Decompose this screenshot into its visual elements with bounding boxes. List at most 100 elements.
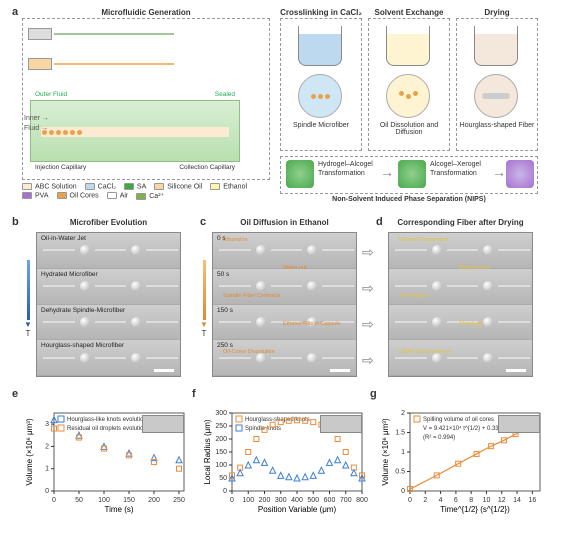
arrow-icon: →: [380, 164, 394, 180]
svg-text:1: 1: [401, 449, 405, 456]
nips-t3: Alcogel–Xerogel: [430, 161, 481, 168]
svg-text:0: 0: [52, 497, 56, 504]
svg-text:700: 700: [340, 497, 352, 504]
figure-root: { "labels": { "a":"a","b":"b","c":"c","d…: [0, 0, 561, 536]
svg-text:50: 50: [219, 475, 227, 482]
illus-spindle: [298, 74, 342, 118]
svg-text:16: 16: [528, 497, 536, 504]
svg-text:12: 12: [498, 497, 506, 504]
legend-item: Air: [107, 192, 129, 200]
chart-g: 024681012141600.511.52Time^{1/2} (s^{1/2…: [378, 395, 548, 515]
legend-item: CaCl₂: [85, 183, 116, 190]
svg-text:Time^{1/2} (s^{1/2}): Time^{1/2} (s^{1/2}): [440, 505, 510, 514]
arrow-icon: ⇨: [362, 352, 374, 369]
annotation: Air Pressure: [399, 293, 429, 299]
svg-text:200: 200: [148, 497, 160, 504]
inset-micrograph: [142, 415, 184, 433]
nips-caption: Non-Solvent Induced Phase Separation (NI…: [280, 196, 538, 203]
scale-bar: [154, 369, 174, 372]
svg-text:0: 0: [223, 488, 227, 495]
row-label: Hourglass-shaped Microfiber: [41, 342, 124, 349]
svg-text:0.5: 0.5: [395, 469, 405, 476]
label-outer-fluid: Outer Fluid: [35, 91, 67, 98]
row-label: Oil-in-Water Jet: [41, 235, 86, 242]
capillary-device: Outer Fluid Sealed Injection Capillary C…: [30, 100, 240, 162]
nips-mesh-icon: [286, 160, 314, 188]
legend: ABC SolutionCaCl₂SASilicone OilEthanolPV…: [22, 183, 270, 200]
svg-text:(R² = 0.994): (R² = 0.994): [423, 435, 455, 441]
title-drying: Drying: [456, 8, 538, 17]
scale-bar: [330, 369, 350, 372]
syringe-icon: [28, 28, 52, 40]
annotation: Depressions: [459, 265, 490, 271]
svg-text:Local Radius (μm): Local Radius (μm): [203, 419, 212, 484]
chart-f: 0100200300400500600700800050100150200250…: [200, 395, 370, 515]
annotation: Ethanol in: [223, 237, 247, 243]
title-d: Corresponding Fiber after Drying: [388, 218, 533, 227]
svg-text:Volume (×10⁶ μm³): Volume (×10⁶ μm³): [25, 418, 34, 486]
arrow-label: T: [198, 329, 210, 338]
caption-hg: Hourglass-shaped Fiber: [458, 122, 536, 129]
svg-text:250: 250: [173, 497, 185, 504]
title-generation: Microfluidic Generation: [22, 8, 270, 17]
svg-text:2: 2: [423, 497, 427, 504]
caption-oil: Oil Dissolution and Diffusion: [370, 122, 448, 136]
label-a: a: [12, 6, 18, 18]
micrograph-row: Hydrated Microfiber: [37, 269, 180, 305]
arrow-label: T: [22, 329, 34, 338]
row-label: Dehydrate Spindle-Microfiber: [41, 307, 125, 314]
beaker-cacl2: [298, 26, 342, 66]
nips-t1: Hydrogel–Alcogel: [318, 161, 373, 168]
svg-text:4: 4: [439, 497, 443, 504]
label-fluid: Fluid →: [24, 125, 48, 132]
svg-text:Position Variable (μm): Position Variable (μm): [258, 505, 337, 514]
svg-text:8: 8: [469, 497, 473, 504]
label-f: f: [192, 388, 196, 400]
svg-text:0: 0: [230, 497, 234, 504]
micrograph-b: Oil-in-Water Jet Hydrated Microfiber Dehyd…: [36, 232, 181, 377]
legend-item: ABC Solution: [22, 183, 77, 190]
svg-text:2: 2: [401, 410, 405, 417]
arrow-icon: ⇨: [362, 244, 374, 261]
time-arrow-b: ▼ T: [22, 260, 34, 338]
micrograph-row: [389, 269, 532, 305]
arrow-icon: ⇨: [362, 316, 374, 333]
row-label: 150 s: [217, 307, 233, 314]
annotation: Shrinkage: [459, 321, 484, 327]
legend-item: Silicone Oil: [154, 183, 202, 190]
svg-text:14: 14: [513, 497, 521, 504]
annotation: Ethanol Fills in Capsule: [283, 321, 340, 327]
syringe-icon: [28, 58, 52, 70]
arrow-icon: →: [492, 164, 506, 180]
nips-t4: Transformation: [430, 170, 477, 177]
svg-text:100: 100: [98, 497, 110, 504]
illus-oil-diffusion: [386, 74, 430, 118]
title-c: Oil Diffusion in Ethanol: [212, 218, 357, 227]
svg-text:50: 50: [75, 497, 83, 504]
label-injection: Injection Capillary: [35, 164, 86, 171]
label-d: d: [376, 216, 383, 228]
legend-item: Ethanol: [210, 183, 247, 190]
svg-text:200: 200: [215, 436, 227, 443]
annotation: Spindle Fiber Contracts: [223, 293, 280, 299]
annotation: Water out: [283, 265, 307, 271]
label-e: e: [12, 388, 18, 400]
svg-text:500: 500: [307, 497, 319, 504]
inset-micrograph: [320, 415, 362, 433]
svg-text:Hourglass-like knots evolution: Hourglass-like knots evolution: [67, 417, 147, 423]
title-b: Microfiber Evolution: [36, 218, 181, 227]
nips-mesh-icon: [506, 160, 534, 188]
legend-item: PVA: [22, 192, 49, 200]
tubing-icon: [54, 33, 174, 35]
label-g: g: [370, 388, 377, 400]
svg-text:Spindle knots: Spindle knots: [245, 426, 281, 432]
label-inner: Inner →: [24, 115, 49, 122]
svg-text:150: 150: [123, 497, 135, 504]
svg-text:800: 800: [356, 497, 368, 504]
svg-text:0: 0: [45, 488, 49, 495]
caption-spindle: Spindle Microfiber: [282, 122, 360, 129]
svg-text:0: 0: [401, 488, 405, 495]
svg-text:2: 2: [45, 443, 49, 450]
svg-text:Spilling volume of oil cores: Spilling volume of oil cores: [423, 417, 494, 423]
micrograph-c: 0 s50 s150 s250 sEthanol inWater outSpin…: [212, 232, 357, 377]
